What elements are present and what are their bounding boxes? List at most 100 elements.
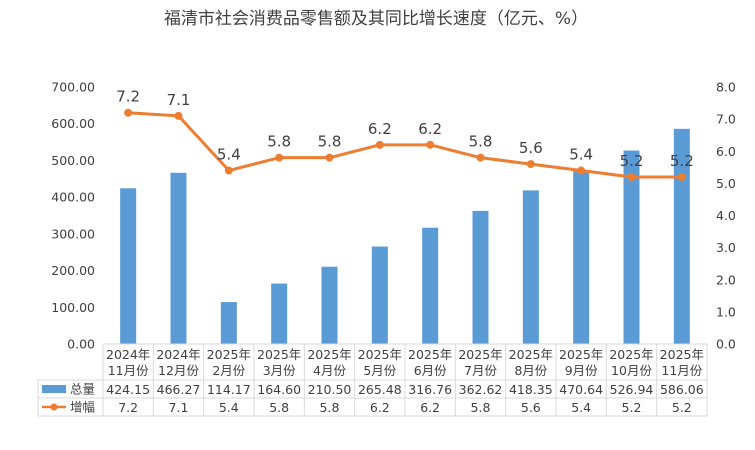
x-category-year: 2025年 (559, 347, 603, 362)
y-right-tick-label: 2.0 (716, 272, 736, 287)
line-point (627, 172, 636, 181)
table-cell-growth: 5.8 (471, 400, 491, 415)
x-category-year: 2025年 (609, 347, 653, 362)
bar (371, 246, 388, 344)
bar (422, 227, 439, 344)
table-cell-growth: 6.2 (370, 400, 390, 415)
y-right-tick-label: 8.0 (716, 80, 736, 95)
line-point (426, 140, 435, 149)
line-point (577, 166, 586, 175)
bar (120, 188, 137, 344)
x-category-month: 7月份 (464, 363, 497, 378)
y-right-tick-label: 5.0 (716, 176, 736, 191)
y-left-tick-label: 500.00 (51, 153, 95, 168)
table-cell-total: 526.94 (610, 382, 654, 397)
y-right-tick-label: 6.0 (716, 144, 736, 159)
x-category-year: 2025年 (257, 347, 301, 362)
x-category-month: 2月份 (212, 363, 245, 378)
table-cell-total: 586.06 (660, 382, 704, 397)
line-data-label: 6.2 (418, 120, 442, 138)
table-cell-growth: 5.4 (571, 400, 591, 415)
x-category-year: 2024年 (106, 347, 150, 362)
x-category-month: 10月份 (611, 363, 652, 378)
chart-title: 福清市社会消费品零售额及其同比增长速度（亿元、%） (164, 9, 588, 29)
line-data-label: 6.2 (368, 120, 392, 138)
line-data-label: 5.4 (217, 146, 241, 164)
line-point (275, 153, 284, 162)
legend-line-marker (50, 403, 58, 411)
y-left-tick-label: 100.00 (51, 300, 95, 315)
chart-axes: 0.00 100.00 200.00 300.00 400.00 500.00 600.00… (51, 80, 736, 352)
bar (170, 172, 187, 344)
line-point (526, 160, 535, 169)
y-left-tick-label: 300.00 (51, 226, 95, 241)
table-cell-growth: 7.1 (169, 400, 189, 415)
table-cell-total: 424.15 (106, 382, 150, 397)
bar (472, 210, 489, 344)
table-cell-growth: 6.2 (420, 400, 440, 415)
x-category-year: 2025年 (307, 347, 351, 362)
legend-bar-key (42, 385, 66, 393)
y-right-tick-label: 1.0 (716, 304, 736, 319)
x-category-month: 5月份 (363, 363, 396, 378)
legend-line-label: 增幅 (70, 400, 95, 415)
x-category-year: 2025年 (408, 347, 452, 362)
growth-line (128, 111, 682, 179)
line-data-label: 5.8 (469, 133, 493, 151)
bar (220, 302, 237, 344)
bar (673, 128, 690, 344)
x-category-month: 3月份 (263, 363, 296, 378)
table-cell-total: 210.50 (308, 382, 352, 397)
y-left-tick-label: 0.00 (67, 337, 95, 352)
x-category-month: 11月份 (661, 363, 702, 378)
x-category-month: 12月份 (158, 363, 199, 378)
x-category-month: 4月份 (313, 363, 346, 378)
y-right-tick-label: 7.0 (716, 112, 736, 127)
table-cell-growth: 5.6 (521, 400, 541, 415)
line-point (174, 111, 183, 120)
line-data-label: 5.2 (620, 152, 644, 170)
table-cell-growth: 5.8 (269, 400, 289, 415)
y-right-tick-label: 3.0 (716, 240, 736, 255)
line-point (677, 172, 686, 181)
line-point (325, 153, 334, 162)
line-point (476, 153, 485, 162)
x-category-year: 2025年 (660, 347, 704, 362)
line-data-label: 7.2 (116, 88, 140, 106)
table-cell-total: 164.60 (257, 382, 301, 397)
x-category-year: 2025年 (509, 347, 553, 362)
table-cell-growth: 5.2 (672, 400, 692, 415)
table-cell-growth: 7.2 (118, 400, 138, 415)
table-cell-growth: 5.4 (219, 400, 239, 415)
line-point (375, 140, 384, 149)
line-point (124, 108, 133, 117)
data-table: 2024年11月份2024年12月份2025年2月份2025年3月份2025年4… (37, 343, 708, 417)
x-category-month: 9月份 (565, 363, 598, 378)
x-category-year: 2025年 (358, 347, 402, 362)
y-left-tick-label: 400.00 (51, 190, 95, 205)
x-category-year: 2025年 (207, 347, 251, 362)
y-left-tick-label: 600.00 (51, 116, 95, 131)
table-cell-total: 418.35 (509, 382, 553, 397)
x-category-month: 8月份 (514, 363, 547, 378)
legend-bar-label: 总量 (70, 382, 95, 397)
table-cell-total: 362.62 (459, 382, 503, 397)
line-data-label: 5.8 (267, 133, 291, 151)
x-category-year: 2025年 (458, 347, 502, 362)
table-cell-total: 470.64 (559, 382, 603, 397)
bar (321, 266, 338, 344)
y-right-tick-label: 4.0 (716, 208, 736, 223)
line-series-growth: 7.2 7.1 5.4 5.8 5.8 6.2 6.2 5.8 5.6 5.4 5.2 5.2 (116, 88, 694, 181)
line-data-label: 5.8 (318, 133, 342, 151)
line-data-label: 5.4 (569, 146, 593, 164)
line-data-label: 7.1 (167, 91, 191, 109)
y-left-tick-label: 700.00 (51, 80, 95, 95)
line-data-label: 5.2 (670, 152, 694, 170)
table-cell-total: 114.17 (207, 382, 251, 397)
bar (271, 283, 288, 344)
bar-series-total (120, 128, 690, 344)
x-category-month: 11月份 (108, 363, 149, 378)
bar (522, 190, 539, 344)
line-point (224, 166, 233, 175)
